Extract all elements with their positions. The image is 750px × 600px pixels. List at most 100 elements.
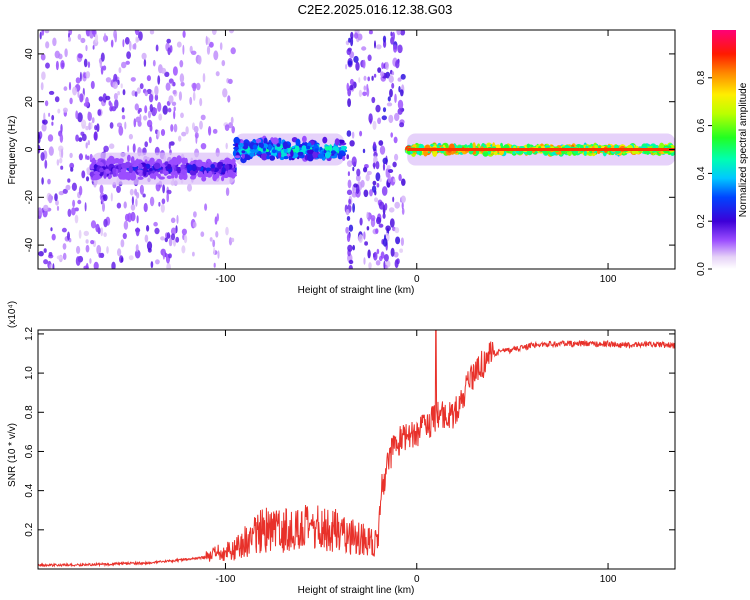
spectrogram-cell <box>99 184 104 194</box>
spectrogram-cell <box>260 153 268 161</box>
spectrogram-ticks: -100 0 100 -40 -20 0 20 40 <box>24 30 675 285</box>
spectrogram-x-label: Height of straight line (km) <box>298 285 415 296</box>
spectrogram-cell <box>234 155 241 159</box>
spectrogram-cell <box>149 124 153 132</box>
spectrogram-cell <box>143 166 148 173</box>
spectrogram-cell <box>54 193 58 202</box>
spectrogram-cell <box>199 120 203 130</box>
spectrogram-cell <box>227 169 234 178</box>
spectrogram-cell <box>114 99 119 109</box>
spectrogram-cell <box>173 106 176 112</box>
spectrogram-cell <box>349 78 354 86</box>
spectrogram-cell <box>149 173 155 179</box>
spectrogram-cell <box>206 45 211 55</box>
spectrogram-cell <box>134 103 139 111</box>
spectrogram-cell <box>175 236 180 243</box>
spectrogram-cell <box>180 81 185 87</box>
spectrogram-cell <box>276 143 281 147</box>
spectrogram-cell <box>69 152 73 159</box>
spectrogram-cell <box>172 90 177 95</box>
spectrogram-cell <box>380 71 385 77</box>
spectrogram-cell <box>158 113 163 121</box>
spectrogram-cell <box>324 151 331 159</box>
spectrogram-cell <box>222 88 228 98</box>
spectrogram-cell <box>120 257 124 263</box>
spectrogram-cell <box>170 217 176 224</box>
spectrogram-cell <box>168 141 171 150</box>
spectrogram-cell <box>394 112 400 122</box>
spectrogram-cell <box>100 227 104 237</box>
spectrogram-cell <box>176 214 179 224</box>
spectrogram-cell <box>385 225 391 232</box>
spectrogram-cell <box>349 84 354 91</box>
spectrogram-cell <box>155 182 161 192</box>
spectrogram-cell <box>128 255 134 261</box>
spectrogram-cell <box>166 192 169 203</box>
spectrogram-cell <box>353 55 359 63</box>
spectrogram-cell <box>363 75 367 81</box>
spectrogram-cell <box>349 140 355 147</box>
spectrogram-cell <box>374 40 376 49</box>
spectrogram-cell <box>390 247 395 257</box>
spectrogram-cell <box>376 248 380 255</box>
spectrogram-cell <box>208 41 214 48</box>
spectrogram-cell <box>125 60 130 65</box>
spectrogram-cell <box>138 31 143 41</box>
spectrogram-cell <box>373 73 377 78</box>
spectrogram-cell <box>38 251 44 257</box>
spectrogram-cell <box>372 162 376 168</box>
spectrogram-cell <box>180 112 184 119</box>
spectrogram-cell <box>149 196 155 207</box>
colorbar-tick-label: 0.4 <box>696 166 707 180</box>
spectrogram-cell <box>123 201 127 209</box>
spectrogram-cell <box>76 245 81 254</box>
spectrogram-cell <box>168 95 174 104</box>
spectrogram-cell <box>383 253 389 262</box>
spectrogram-cell <box>186 164 193 171</box>
spectrogram-cell <box>230 159 236 166</box>
spectrogram-cell <box>72 86 78 96</box>
y-tick-label: 0.8 <box>24 405 35 419</box>
spectrogram-cell <box>45 41 50 49</box>
spectrogram-cell <box>353 183 358 188</box>
spectrogram-cell <box>371 96 376 104</box>
spectrogram-cell <box>43 248 47 253</box>
spectrogram-cell <box>170 227 177 236</box>
spectrogram-cell <box>170 233 176 241</box>
spectrogram-cell <box>162 170 169 175</box>
y-tick-label: 0.2 <box>24 522 35 536</box>
spectrogram-cell <box>358 89 362 98</box>
spectrogram-cell <box>102 93 107 103</box>
spectrogram-cell <box>165 82 171 91</box>
spectrogram-cell <box>183 234 188 244</box>
spectrogram-cell <box>143 58 147 67</box>
spectrogram-cell <box>72 199 76 208</box>
spectrogram-cell <box>165 253 168 259</box>
spectrogram-cell <box>121 115 126 120</box>
spectrogram-cell <box>350 36 354 47</box>
spectrogram-cell <box>401 201 404 210</box>
spectrogram-cell <box>128 133 133 140</box>
spectrogram-cell <box>330 150 336 155</box>
spectrogram-cell <box>346 189 353 196</box>
spectrogram-cell <box>91 117 95 124</box>
spectrogram-cell <box>209 237 213 242</box>
spectrogram-cell <box>122 39 125 48</box>
spectrogram-cell <box>174 170 178 179</box>
spectrogram-cell <box>366 211 369 219</box>
spectrogram-cell <box>109 143 115 149</box>
spectrogram-cell <box>54 50 60 59</box>
spectrogram-cell <box>217 161 222 170</box>
spectrogram-cell <box>178 174 184 180</box>
spectrogram-cell <box>130 204 136 211</box>
spectrogram-cell <box>396 30 402 36</box>
spectrogram-cell <box>213 262 216 268</box>
spectrogram-cell <box>376 44 382 50</box>
spectrogram-cell <box>152 59 156 67</box>
spectrogram-cell <box>154 227 160 235</box>
spectrogram-cell <box>399 122 405 128</box>
spectrogram-cell <box>85 239 89 244</box>
spectrogram-cell <box>164 237 168 243</box>
spectrogram-cell <box>210 164 215 169</box>
spectrogram-cell <box>194 132 199 139</box>
